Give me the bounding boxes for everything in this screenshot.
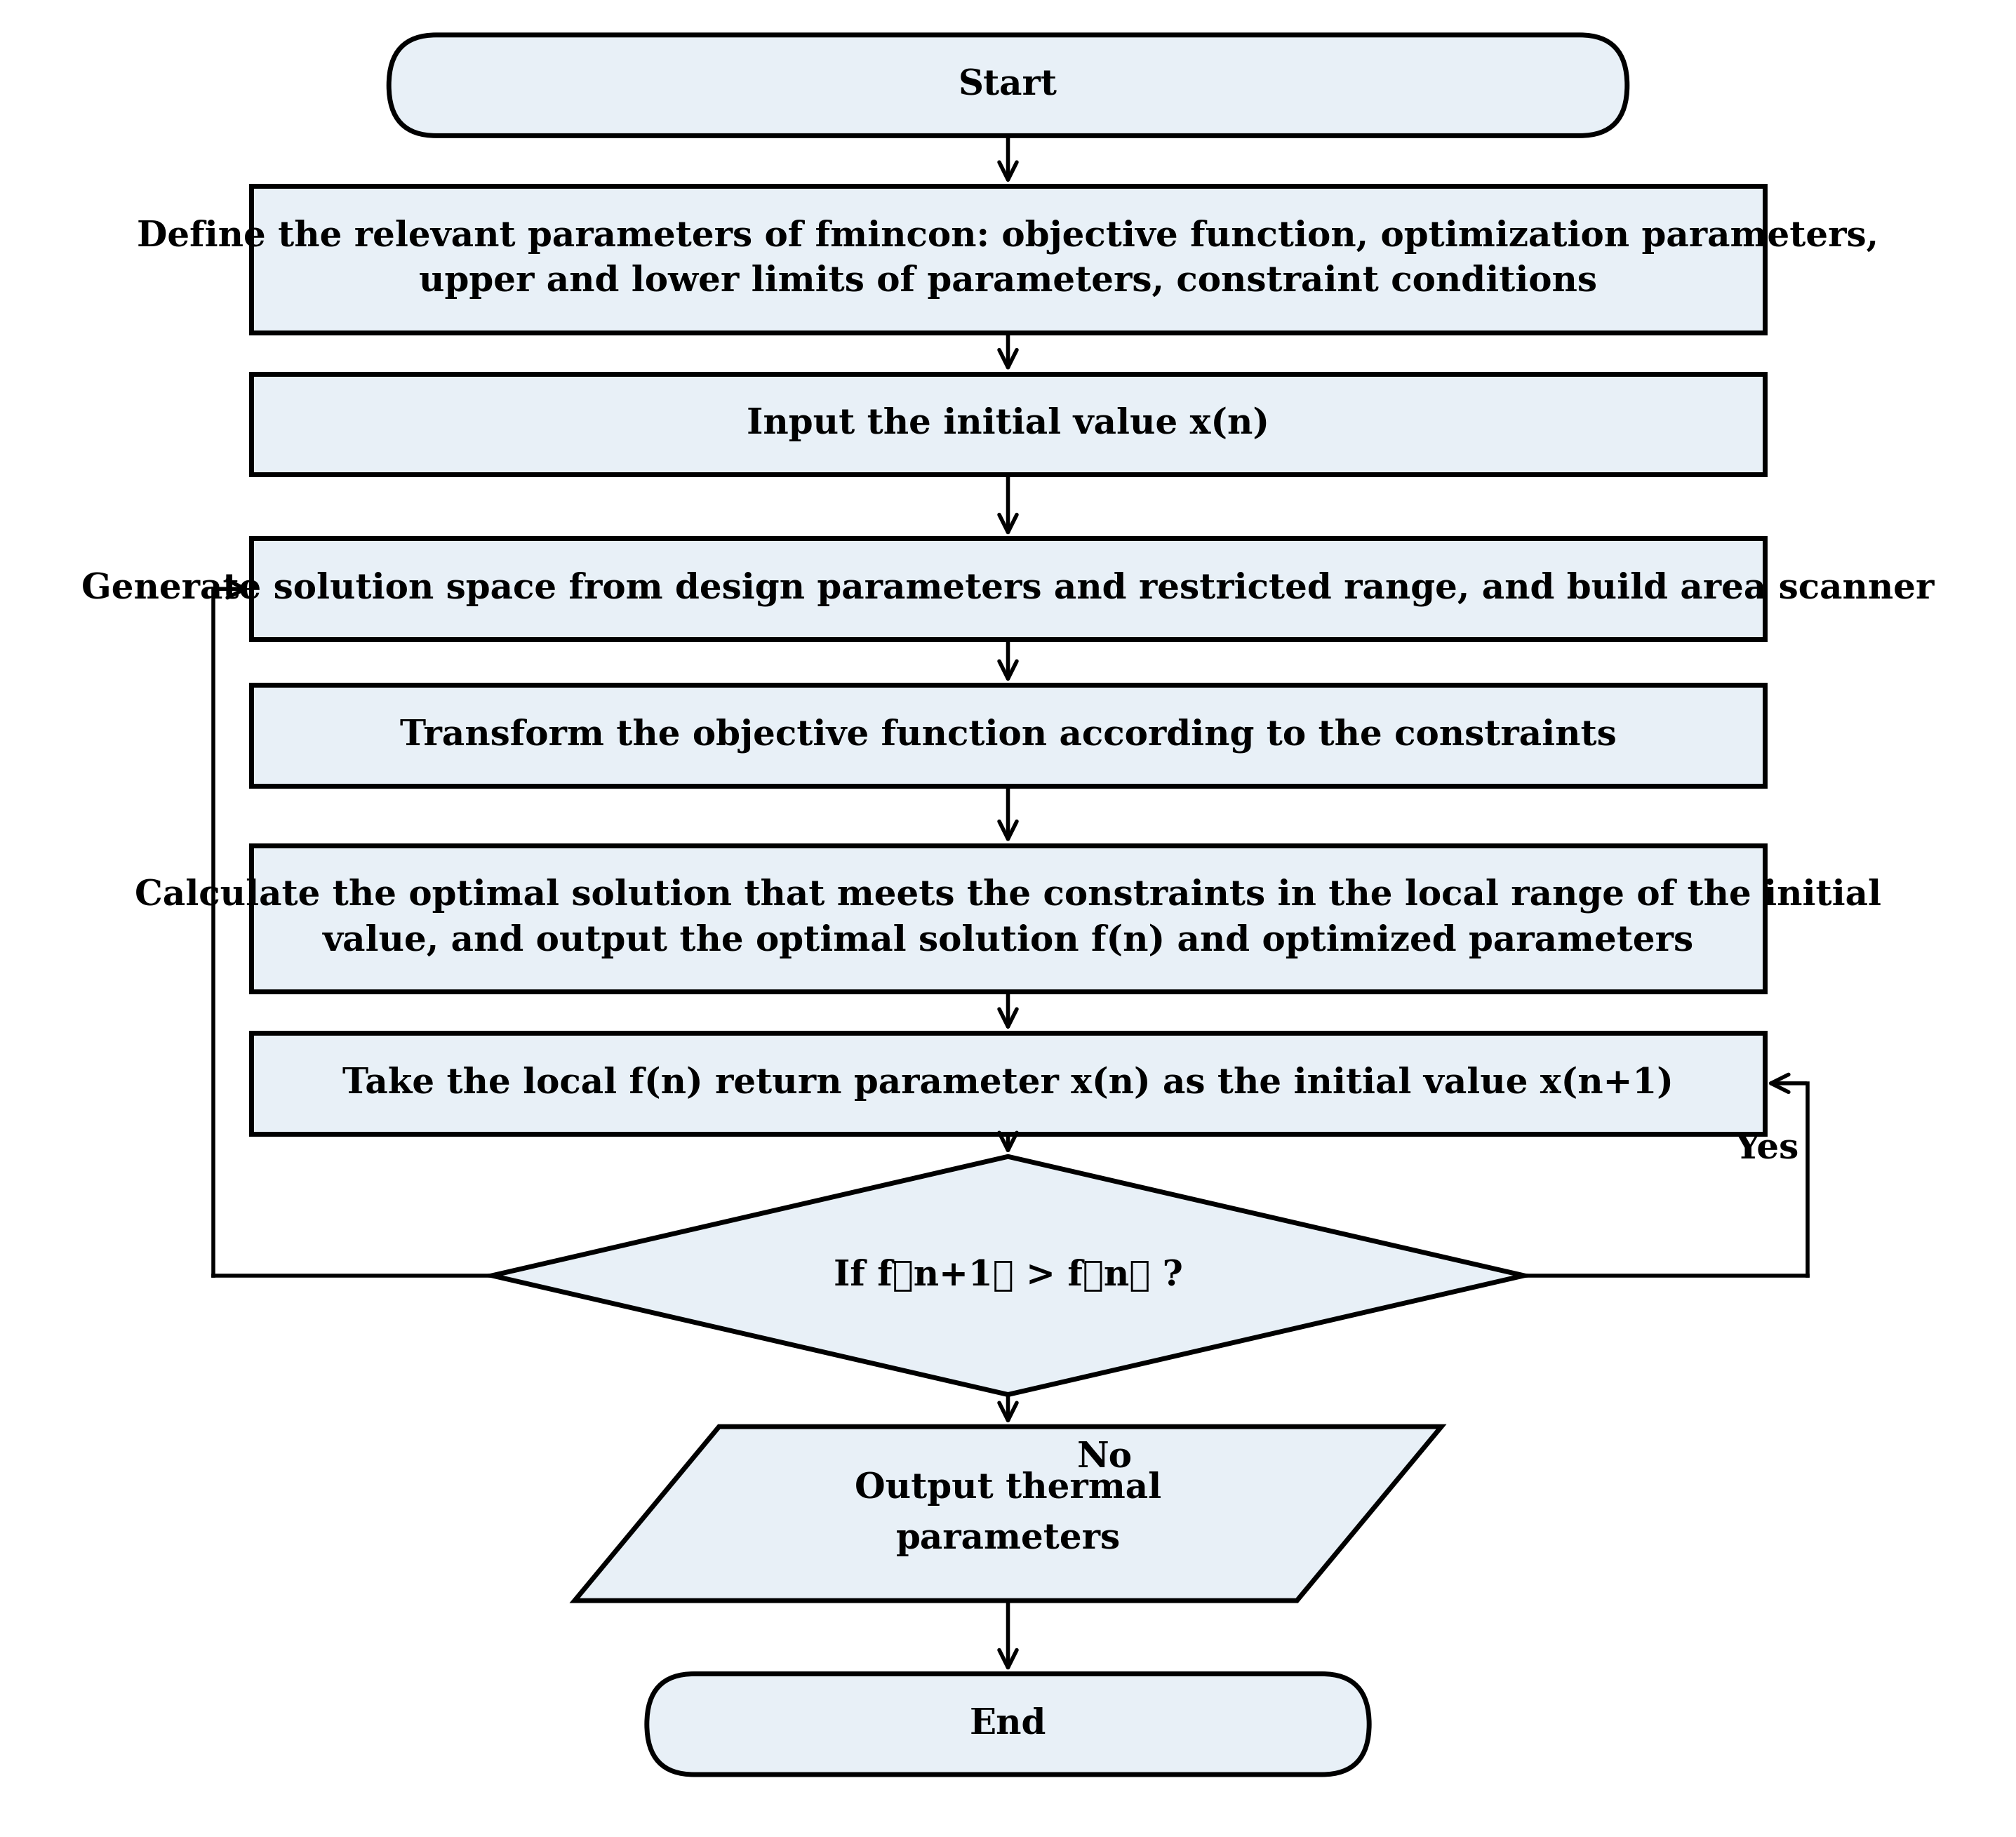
Polygon shape [575, 1427, 1441, 1600]
Text: End: End [970, 1707, 1046, 1741]
Text: If f（n+1） > f（n） ?: If f（n+1） > f（n） ? [833, 1258, 1183, 1293]
Polygon shape [492, 1157, 1524, 1394]
Text: Output thermal
parameters: Output thermal parameters [855, 1471, 1161, 1556]
Text: No: No [1077, 1440, 1133, 1475]
Text: Start: Start [958, 68, 1058, 103]
FancyBboxPatch shape [252, 845, 1764, 992]
FancyBboxPatch shape [252, 538, 1764, 639]
Text: Define the relevant parameters of fmincon: objective function, optimization para: Define the relevant parameters of fminco… [137, 219, 1879, 299]
FancyBboxPatch shape [647, 1674, 1369, 1775]
FancyBboxPatch shape [252, 1032, 1764, 1133]
FancyBboxPatch shape [252, 685, 1764, 786]
FancyBboxPatch shape [389, 35, 1627, 136]
FancyBboxPatch shape [252, 186, 1764, 332]
Text: Calculate the optimal solution that meets the constraints in the local range of : Calculate the optimal solution that meet… [135, 878, 1881, 959]
Text: Input the initial value x(n): Input the initial value x(n) [746, 406, 1270, 441]
Text: Yes: Yes [1736, 1132, 1798, 1166]
FancyBboxPatch shape [252, 373, 1764, 474]
Text: Take the local f(n) return parameter x(n) as the initial value x(n+1): Take the local f(n) return parameter x(n… [343, 1065, 1673, 1100]
Text: Generate solution space from design parameters and restricted range, and build a: Generate solution space from design para… [81, 571, 1935, 606]
Text: Transform the objective function according to the constraints: Transform the objective function accordi… [399, 718, 1617, 753]
